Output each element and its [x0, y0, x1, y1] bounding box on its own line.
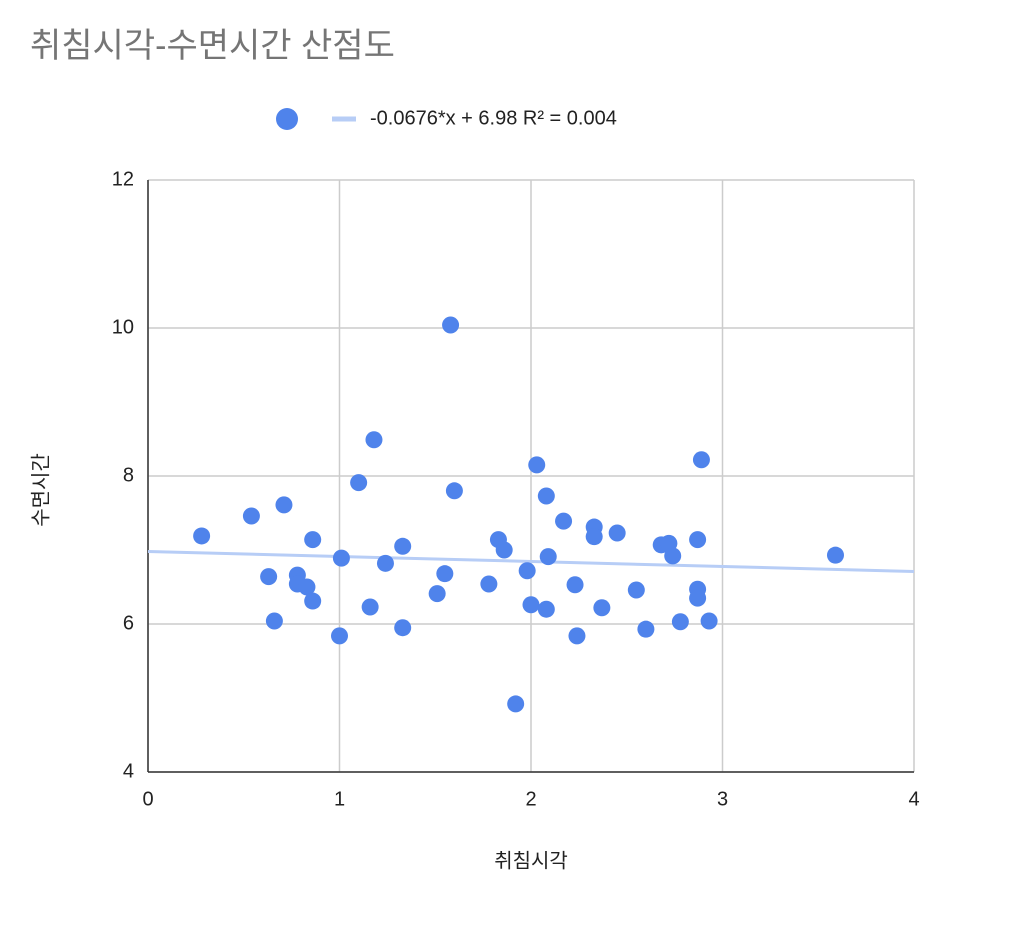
- point: [193, 527, 211, 545]
- point: [593, 599, 611, 617]
- legend-marker: [276, 108, 298, 130]
- point: [442, 316, 460, 334]
- point: [637, 620, 655, 638]
- point: [555, 512, 573, 530]
- y-tick-label: 10: [112, 316, 134, 338]
- legend-label: -0.0676*x + 6.98 R² = 0.004: [370, 107, 617, 129]
- point: [700, 612, 718, 630]
- x-tick-label: 1: [334, 788, 345, 810]
- point: [627, 581, 645, 599]
- y-axis-title: 수면시간: [29, 453, 52, 527]
- point: [275, 496, 293, 514]
- point: [260, 568, 278, 586]
- x-tick-label: 4: [908, 788, 919, 810]
- point: [568, 627, 586, 645]
- point: [298, 578, 316, 596]
- point: [671, 613, 689, 631]
- y-tick-label: 8: [123, 464, 134, 486]
- chart-title: 취침시각-수면시간 산점도: [30, 27, 395, 65]
- point: [495, 541, 513, 559]
- point: [537, 600, 555, 618]
- point: [522, 596, 540, 614]
- point: [537, 487, 555, 505]
- point: [689, 531, 707, 549]
- point: [528, 456, 546, 474]
- point: [608, 524, 626, 542]
- point: [242, 507, 260, 525]
- point: [664, 547, 682, 565]
- point: [304, 592, 322, 610]
- point: [566, 576, 584, 594]
- x-axis-title: 취침시각: [494, 849, 568, 872]
- y-tick-label: 6: [123, 612, 134, 634]
- y-tick-label: 4: [123, 760, 134, 782]
- x-tick-label: 3: [717, 788, 728, 810]
- point: [436, 565, 454, 583]
- point: [445, 482, 463, 500]
- point: [692, 451, 710, 469]
- point: [332, 549, 350, 567]
- trendline: [147, 549, 915, 573]
- point: [394, 619, 412, 637]
- point: [428, 585, 446, 603]
- point: [539, 548, 557, 566]
- point: [826, 546, 844, 564]
- point: [585, 528, 603, 546]
- x-tick-label: 0: [142, 788, 153, 810]
- point: [518, 562, 536, 580]
- point: [689, 589, 707, 607]
- point: [365, 431, 383, 449]
- y-tick-label: 12: [112, 168, 134, 190]
- point: [394, 537, 412, 555]
- point: [304, 531, 322, 549]
- point: [480, 575, 498, 593]
- point: [350, 474, 368, 492]
- point: [265, 612, 283, 630]
- point: [376, 554, 394, 572]
- point: [507, 695, 525, 713]
- point: [331, 627, 348, 645]
- x-tick-label: 2: [525, 788, 536, 810]
- point: [361, 598, 379, 616]
